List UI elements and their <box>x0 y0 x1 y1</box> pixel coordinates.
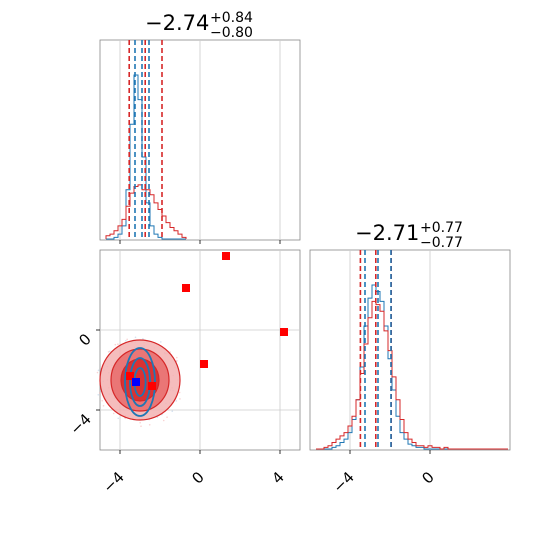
sample-point <box>117 417 120 420</box>
sample-point <box>101 399 104 402</box>
sample-point <box>97 369 100 372</box>
sample-point <box>107 351 110 353</box>
hist2-tick-label: 0 <box>418 468 437 487</box>
sample-point <box>134 336 137 339</box>
title-hist1: −2.74 +0.84 −0.80 <box>145 10 253 41</box>
sample-point <box>140 425 142 428</box>
density-y-tick-label: −4 <box>66 410 94 438</box>
density-x-tick-label: −4 <box>99 468 127 496</box>
sample-point <box>179 398 181 400</box>
histogram-panel-2: −4 0 <box>309 249 511 496</box>
sample-point <box>142 338 144 340</box>
sample-point <box>171 410 174 413</box>
density-panel: −4 0 4 0 −4 <box>66 249 301 496</box>
title-hist2-sub: −0.77 <box>420 235 463 251</box>
sample-point <box>175 400 178 402</box>
red-marker <box>182 284 190 292</box>
sample-point <box>112 412 115 415</box>
red-marker <box>148 382 156 390</box>
density-x-tick-label: 0 <box>188 468 207 487</box>
sample-point <box>98 392 101 394</box>
sample-point <box>139 421 141 424</box>
sample-point <box>160 341 162 343</box>
title-hist1-main: −2.74 <box>145 11 209 35</box>
sample-point <box>126 338 128 341</box>
title-hist1-sup: +0.84 <box>210 10 253 26</box>
sample-point <box>96 371 99 374</box>
sample-point <box>109 350 111 353</box>
sample-point <box>166 416 168 418</box>
red-marker <box>126 372 134 380</box>
sample-point <box>114 343 117 346</box>
sample-point <box>148 423 151 426</box>
density-x-tick-label: 4 <box>268 468 287 487</box>
sample-point <box>178 391 181 394</box>
density-y-tick-label: 0 <box>75 330 94 349</box>
hist2-frame <box>309 249 511 451</box>
hist1-series-1-step <box>105 184 187 239</box>
hist2-tick-label: −4 <box>329 468 357 496</box>
hist2-series-1-step <box>316 300 508 450</box>
red-marker <box>200 360 208 368</box>
sample-point <box>162 419 165 422</box>
sample-point <box>102 405 105 407</box>
sample-point <box>117 343 119 346</box>
title-hist2: −2.71 +0.77 −0.77 <box>355 220 463 251</box>
title-hist2-main: −2.71 <box>355 221 419 245</box>
sample-point <box>176 356 178 359</box>
title-hist2-sup: +0.77 <box>420 220 463 236</box>
red-marker <box>222 252 230 260</box>
sample-point <box>97 393 100 396</box>
blue-marker <box>132 378 140 386</box>
sample-point <box>124 340 127 342</box>
red-marker <box>280 328 288 336</box>
title-hist1-sub: −0.80 <box>210 25 253 41</box>
histogram-panel-1 <box>99 39 301 244</box>
